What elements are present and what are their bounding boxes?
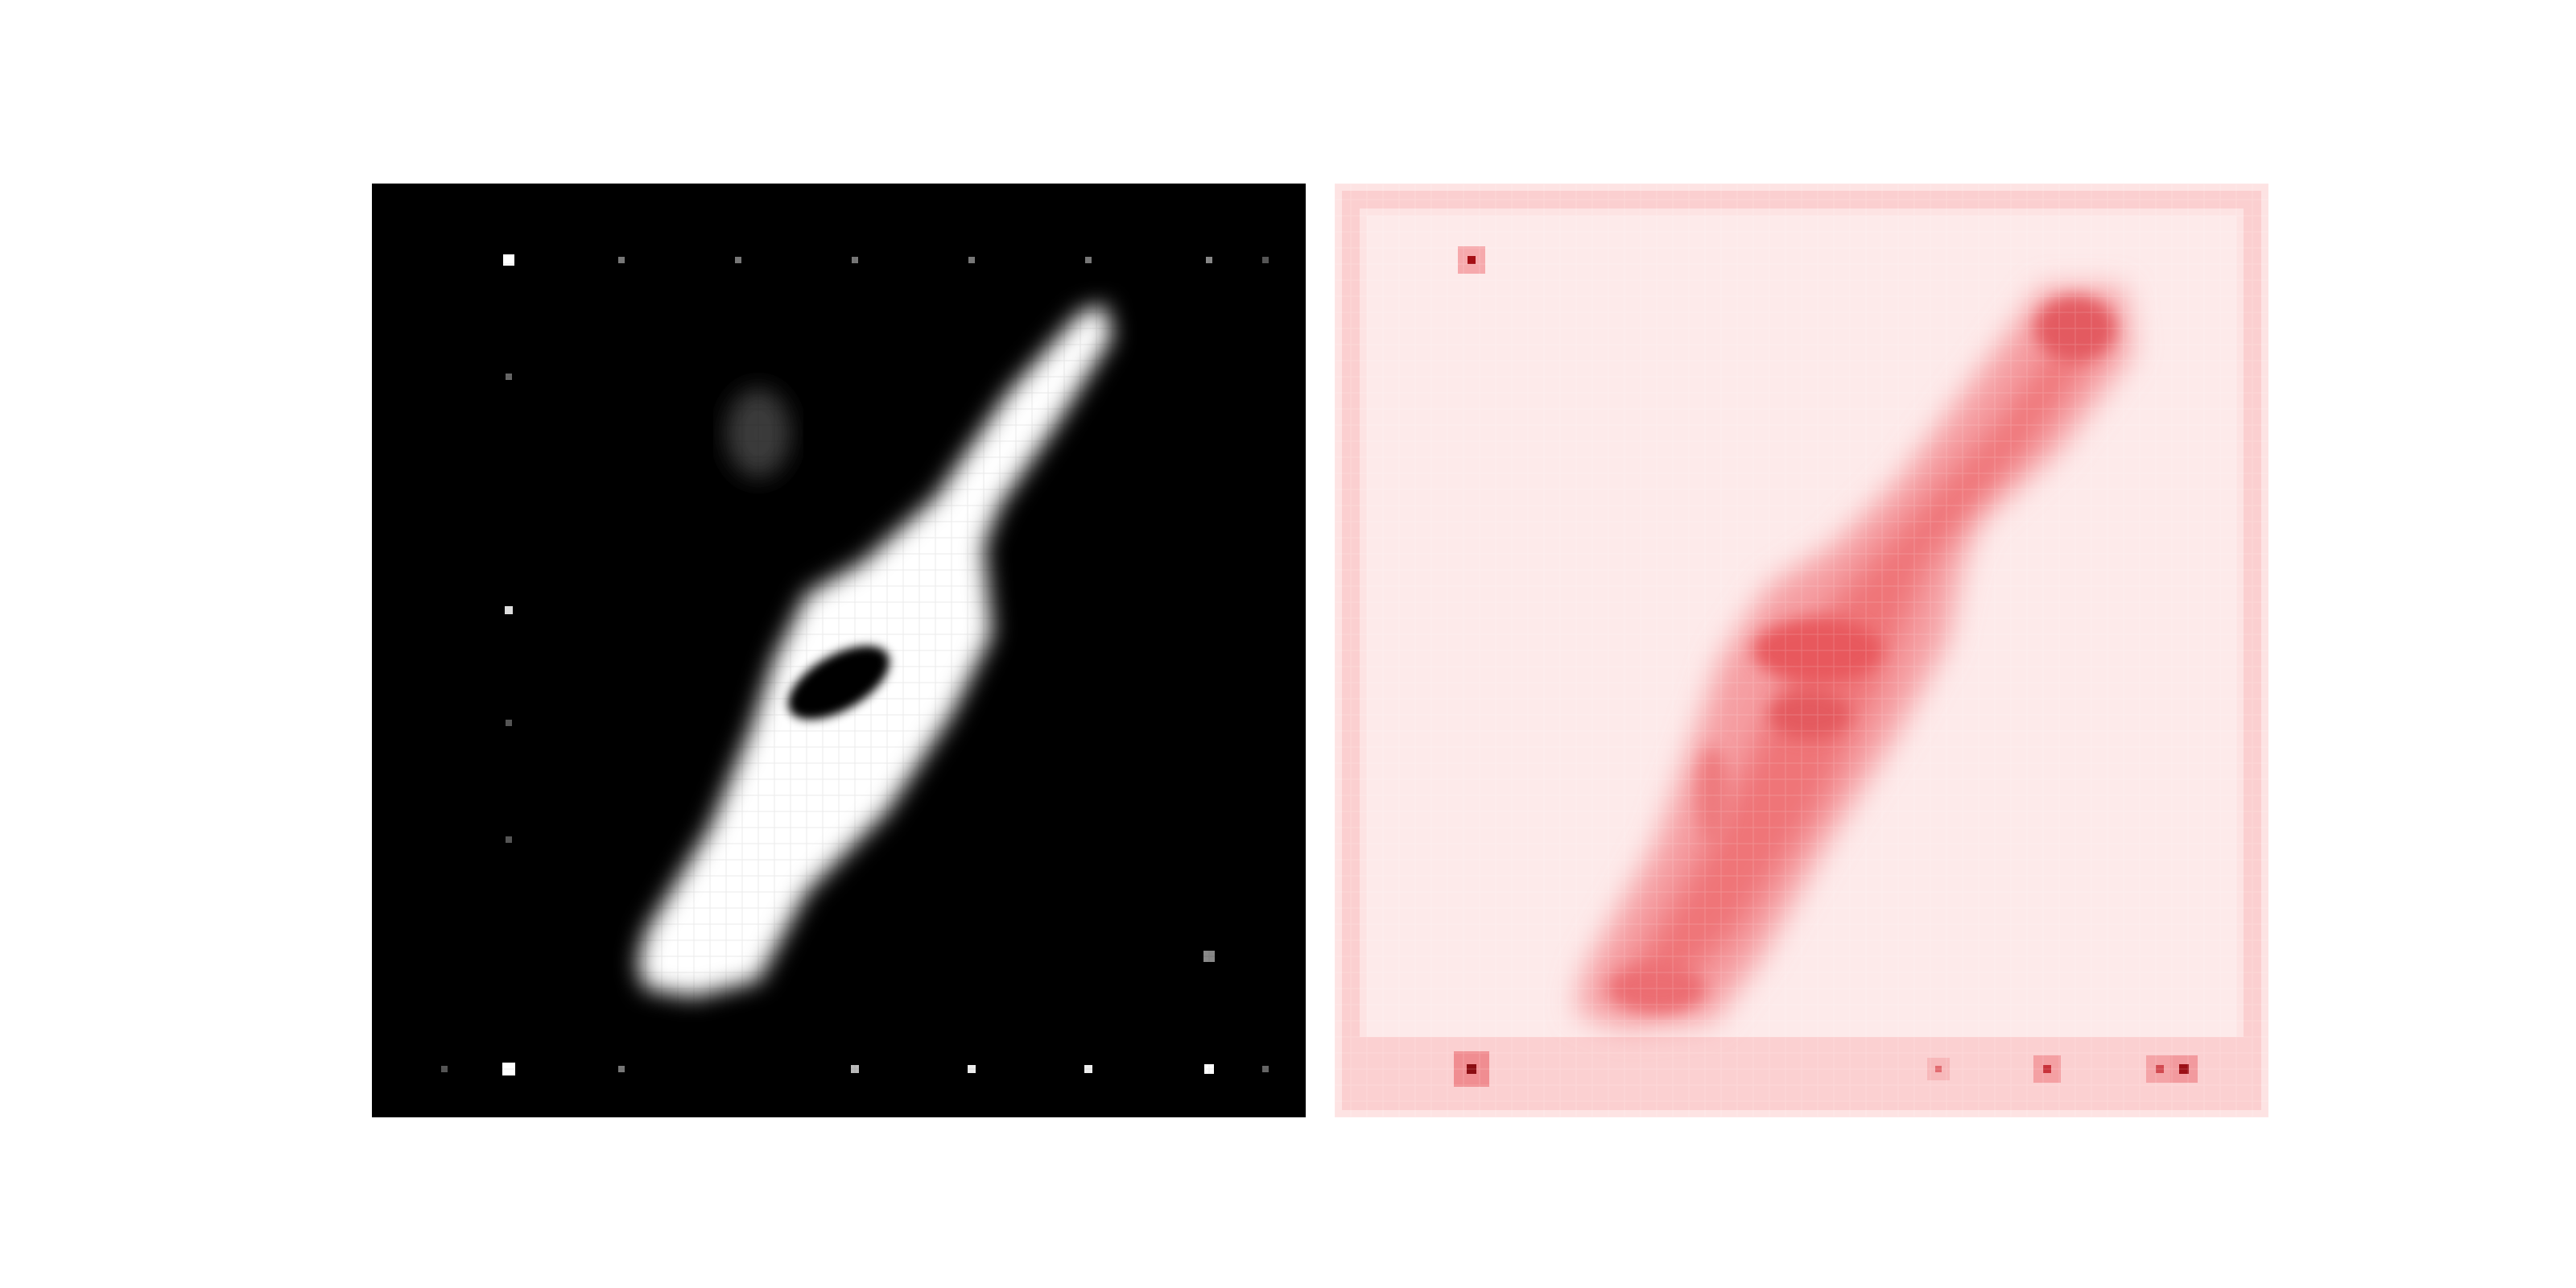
pixel-grid [372,184,1306,1117]
generated-digit-image [372,184,1306,1117]
saliency-map-image [1335,184,2268,1117]
generated-digit-panel [372,184,1306,1117]
saliency-map-panel [1335,184,2268,1117]
pixel-grid [1335,184,2268,1117]
